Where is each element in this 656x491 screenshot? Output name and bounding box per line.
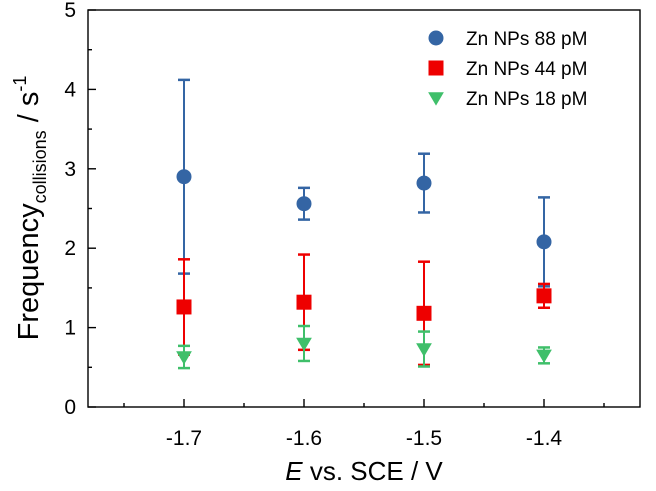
y-tick-label: 0 [64, 396, 76, 419]
y-tick-label: 1 [64, 317, 76, 340]
legend-marker [428, 30, 444, 46]
x-tick-label: -1.5 [406, 427, 442, 450]
data-point [176, 351, 192, 365]
y-axis-title-subscript: collisions [30, 130, 50, 203]
x-tick-label: -1.4 [526, 427, 563, 450]
legend-label: Zn NPs 18 pM [466, 89, 587, 110]
legend-item: Zn NPs 44 pM [428, 59, 587, 80]
series-group [176, 324, 552, 370]
x-axis: -1.7 -1.6 -1.5 -1.4 [123, 399, 605, 450]
data-point [176, 299, 192, 315]
x-axis-title-rest: vs. SCE / V [303, 456, 444, 486]
legend-marker [428, 60, 444, 76]
y-axis-title: Frequencycollisions / s-1 [10, 76, 50, 341]
data-point [536, 349, 552, 364]
legend-item: Zn NPs 88 pM [428, 29, 587, 50]
x-tick-label: -1.7 [166, 427, 202, 450]
y-tick-label: 5 [64, 0, 76, 22]
data-point [296, 294, 312, 310]
data-point [536, 288, 552, 304]
data-point [296, 337, 312, 352]
y-axis-title-superscript: -1 [10, 76, 30, 92]
legend-label: Zn NPs 44 pM [466, 59, 587, 80]
data-point [416, 305, 432, 321]
legend: Zn NPs 88 pM Zn NPs 44 pM Zn NPs 18 pM [428, 29, 587, 110]
series-group [176, 253, 552, 367]
y-axis-title-main: Frequency [13, 203, 45, 341]
legend-marker [428, 92, 444, 106]
y-tick-label: 4 [64, 78, 76, 101]
data-point [296, 196, 312, 212]
y-axis-title-unit: / s [13, 92, 45, 131]
y-axis: 0 1 2 3 4 5 [64, 0, 96, 419]
legend-label: Zn NPs 88 pM [466, 29, 587, 50]
data-point [416, 175, 432, 191]
series-group [176, 78, 552, 288]
legend-item: Zn NPs 18 pM [428, 89, 587, 110]
data-point [176, 169, 192, 185]
x-tick-label: -1.6 [286, 427, 322, 450]
data-point [416, 343, 432, 357]
x-axis-title-italic: E [285, 456, 303, 486]
series-layer [176, 78, 552, 370]
y-tick-label: 3 [64, 158, 76, 181]
x-axis-title: E vs. SCE / V [285, 456, 443, 486]
y-tick-label: 2 [64, 237, 76, 260]
data-point [536, 234, 552, 250]
